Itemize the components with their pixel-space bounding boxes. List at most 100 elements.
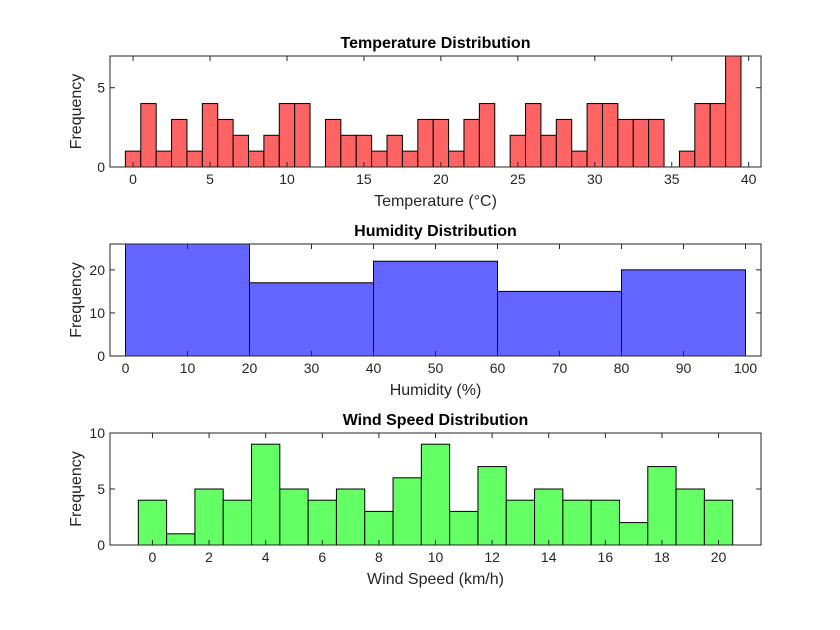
temperature-bar xyxy=(386,134,403,168)
temperature-y-tick-label: 5 xyxy=(97,80,105,96)
wind-speed-y-tick-label: 5 xyxy=(97,481,105,497)
temperature-bar xyxy=(371,150,388,168)
temperature-bar xyxy=(601,103,619,168)
temperature-bar xyxy=(586,103,603,168)
temperature-bar xyxy=(417,118,434,168)
humidity-x-tick-label: 90 xyxy=(676,360,692,376)
temperature-bar xyxy=(232,134,250,168)
wind-speed-bar xyxy=(505,499,536,546)
temperature-title: Temperature Distribution xyxy=(341,35,531,52)
wind-speed-bar xyxy=(251,443,281,546)
temperature-bar xyxy=(678,150,696,168)
temperature-bar xyxy=(340,134,357,168)
wind-speed-panel: 0 2 4 6 8 10 12 14 16 18 20 0 5 10 Wind Speed Distribu… xyxy=(68,412,762,588)
temperature-axes-box xyxy=(109,55,762,168)
wind-speed-y-tick-label: 10 xyxy=(89,425,105,441)
temperature-bar xyxy=(248,150,265,168)
temperature-bar xyxy=(294,103,311,168)
humidity-bar xyxy=(249,282,374,357)
temperature-x-tick-label: 25 xyxy=(510,171,526,187)
wind-speed-bar xyxy=(477,466,507,546)
temperature-x-tick-label: 40 xyxy=(741,171,757,187)
temperature-bar xyxy=(432,118,450,168)
wind-speed-x-tick-label: 20 xyxy=(711,549,727,565)
humidity-x-tick-label: 50 xyxy=(428,360,444,376)
temperature-bar xyxy=(324,118,342,168)
wind-speed-bar xyxy=(222,499,253,546)
wind-speed-bar xyxy=(279,488,309,546)
humidity-x-tick-label: 10 xyxy=(180,360,196,376)
temperature-bar xyxy=(448,150,465,168)
wind-speed-bar xyxy=(618,522,649,546)
temperature-bar xyxy=(540,134,557,168)
humidity-x-axis-label: Humidity (%) xyxy=(390,382,482,399)
temperature-bar xyxy=(217,118,234,168)
humidity-y-tick-label: 0 xyxy=(97,348,105,364)
temperature-bar xyxy=(140,103,157,168)
wind-speed-y-axis-label: Frequency xyxy=(68,451,85,527)
humidity-bar xyxy=(373,260,498,357)
temperature-bar xyxy=(463,118,480,168)
humidity-x-tick-label: 20 xyxy=(242,360,258,376)
humidity-y-axis-label: Frequency xyxy=(68,262,85,338)
wind-speed-bar xyxy=(420,443,451,546)
wind-speed-bar xyxy=(364,510,394,546)
temperature-x-tick-label: 30 xyxy=(587,171,603,187)
temperature-bar xyxy=(725,55,742,168)
temperature-x-tick-label: 10 xyxy=(279,171,295,187)
wind-speed-bar xyxy=(194,488,224,546)
wind-speed-bar xyxy=(307,499,337,546)
temperature-y-axis-label: Frequency xyxy=(68,74,85,150)
humidity-x-tick-label: 0 xyxy=(122,360,130,376)
humidity-y-tick-label: 20 xyxy=(89,262,105,278)
temperature-bar xyxy=(555,118,573,168)
temperature-bar xyxy=(155,150,173,168)
temperature-bar xyxy=(171,118,188,168)
temperature-bar xyxy=(263,134,280,168)
temperature-bar xyxy=(278,103,296,168)
wind-speed-x-axis-label: Wind Speed (km/h) xyxy=(367,571,504,588)
wind-speed-bar xyxy=(137,499,168,546)
wind-speed-x-tick-label: 18 xyxy=(654,549,670,565)
humidity-x-tick-label: 100 xyxy=(734,360,758,376)
temperature-x-tick-label: 20 xyxy=(433,171,449,187)
wind-speed-bar xyxy=(703,499,734,546)
temperature-bar xyxy=(648,118,665,168)
temperature-panel: 0 5 10 15 20 25 30 35 40 0 5 Temperature Distributi… xyxy=(68,35,762,210)
wind-speed-x-tick-label: 8 xyxy=(375,549,383,565)
humidity-x-tick-label: 70 xyxy=(552,360,568,376)
temperature-bar xyxy=(571,150,588,168)
humidity-bar xyxy=(125,243,250,357)
wind-speed-x-tick-label: 14 xyxy=(541,549,557,565)
humidity-x-tick-label: 40 xyxy=(366,360,382,376)
wind-speed-x-tick-label: 12 xyxy=(484,549,500,565)
temperature-bar xyxy=(632,118,650,168)
temperature-x-tick-label: 35 xyxy=(664,171,680,187)
wind-speed-x-tick-label: 6 xyxy=(318,549,326,565)
wind-speed-bar xyxy=(590,499,620,546)
wind-speed-x-tick-label: 4 xyxy=(262,549,270,565)
humidity-x-tick-label: 80 xyxy=(614,360,630,376)
temperature-bar xyxy=(478,103,496,168)
wind-speed-bar xyxy=(675,488,705,546)
wind-speed-bar xyxy=(534,488,564,546)
wind-speed-x-tick-label: 0 xyxy=(149,549,157,565)
temperature-x-tick-label: 15 xyxy=(356,171,372,187)
humidity-bar xyxy=(497,290,622,357)
wind-speed-bar xyxy=(392,477,422,546)
wind-speed-bar xyxy=(166,533,196,546)
wind-speed-y-tick-label: 0 xyxy=(97,537,105,553)
temperature-y-tick-label: 0 xyxy=(97,159,105,175)
wind-speed-title: Wind Speed Distribution xyxy=(343,412,529,429)
humidity-title: Humidity Distribution xyxy=(354,223,517,240)
temperature-bar xyxy=(694,103,711,168)
temperature-bar xyxy=(709,103,727,168)
temperature-x-tick-label: 5 xyxy=(206,171,214,187)
temperature-x-axis-label: Temperature (°C) xyxy=(374,193,497,210)
temperature-bar xyxy=(617,118,634,168)
temperature-bar xyxy=(186,150,203,168)
wind-speed-bar xyxy=(647,466,677,546)
wind-speed-bar xyxy=(335,488,366,546)
temperature-bar xyxy=(525,103,542,168)
